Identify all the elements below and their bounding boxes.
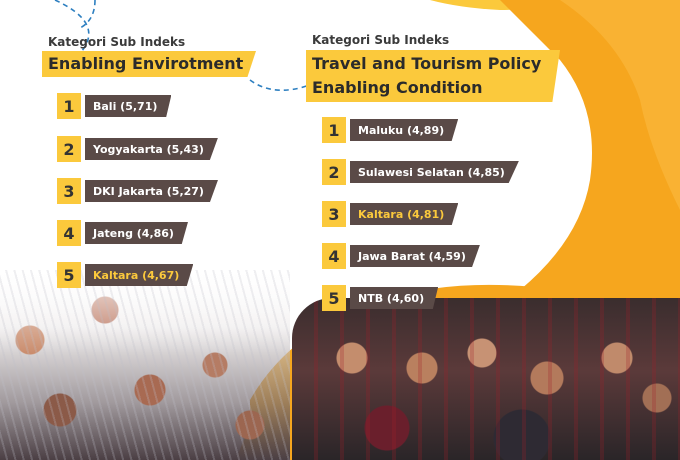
left-section-title: Enabling Envirotment bbox=[48, 54, 244, 73]
rank-number: 3 bbox=[57, 178, 81, 204]
right-section-title-line2: Enabling Condition bbox=[312, 78, 483, 97]
rank-number: 4 bbox=[57, 220, 81, 246]
rank-number: 2 bbox=[322, 159, 346, 185]
rank-number: 5 bbox=[57, 262, 81, 288]
rank-label-highlighted: Kaltara (4,81) bbox=[350, 203, 459, 225]
rank-number: 5 bbox=[322, 285, 346, 311]
right-rank-item-4: 4 Jawa Barat (4,59) bbox=[322, 243, 480, 269]
rank-label: Jateng (4,86) bbox=[85, 222, 188, 244]
rank-label-highlighted: Kaltara (4,67) bbox=[85, 264, 194, 286]
left-rank-item-2: 2 Yogyakarta (5,43) bbox=[57, 136, 218, 162]
right-category-label: Kategori Sub Indeks bbox=[312, 33, 450, 47]
rank-label: Jawa Barat (4,59) bbox=[350, 245, 480, 267]
left-title-band bbox=[42, 51, 256, 77]
left-rank-item-5: 5 Kaltara (4,67) bbox=[57, 262, 194, 288]
right-rank-item-3: 3 Kaltara (4,81) bbox=[322, 201, 459, 227]
left-rank-item-4: 4 Jateng (4,86) bbox=[57, 220, 188, 246]
crowd-photo-left bbox=[0, 270, 290, 460]
crowd-photo-right bbox=[292, 298, 680, 460]
right-rank-item-2: 2 Sulawesi Selatan (4,85) bbox=[322, 159, 519, 185]
rank-label: Maluku (4,89) bbox=[350, 119, 459, 141]
rank-label: Sulawesi Selatan (4,85) bbox=[350, 161, 519, 183]
rank-label: NTB (4,60) bbox=[350, 287, 439, 309]
left-category-label: Kategori Sub Indeks bbox=[48, 35, 186, 49]
rank-number: 4 bbox=[322, 243, 346, 269]
rank-label: Yogyakarta (5,43) bbox=[85, 138, 218, 160]
rank-number: 1 bbox=[322, 117, 346, 143]
rank-label: DKI Jakarta (5,27) bbox=[85, 180, 218, 202]
left-rank-item-1: 1 Bali (5,71) bbox=[57, 93, 172, 119]
right-rank-item-5: 5 NTB (4,60) bbox=[322, 285, 439, 311]
rank-number: 3 bbox=[322, 201, 346, 227]
right-rank-item-1: 1 Maluku (4,89) bbox=[322, 117, 459, 143]
right-title-band bbox=[306, 50, 560, 102]
rank-number: 1 bbox=[57, 93, 81, 119]
rank-label: Bali (5,71) bbox=[85, 95, 172, 117]
right-section-title-line1: Travel and Tourism Policy bbox=[312, 54, 542, 73]
left-rank-item-3: 3 DKI Jakarta (5,27) bbox=[57, 178, 218, 204]
rank-number: 2 bbox=[57, 136, 81, 162]
